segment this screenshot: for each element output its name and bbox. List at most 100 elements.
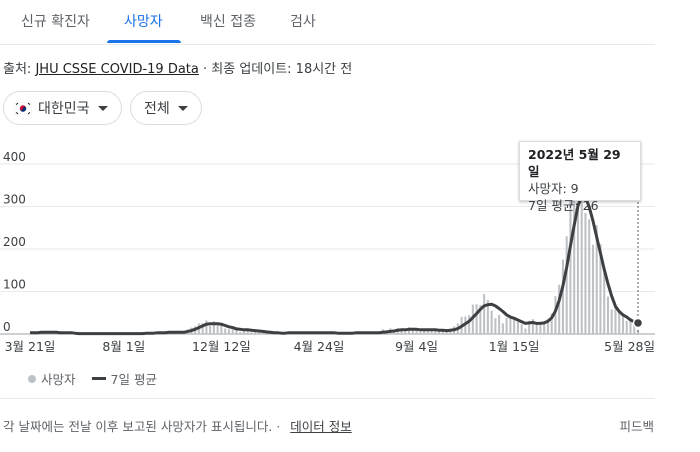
bar (584, 212, 587, 334)
bar (201, 323, 204, 334)
period-label: 전체 (144, 101, 170, 117)
tab-bar: 신규 확진자 사망자 백신 접종 검사 (0, 0, 655, 45)
footer-note: 각 날짜에는 전날 이후 보고된 사망자가 표시됩니다. · 데이터 정보 (3, 416, 352, 435)
region-filter[interactable]: 대한민국 (3, 91, 122, 125)
tab-testing[interactable]: 검사 (290, 14, 316, 30)
chart-tooltip: 2022년 5월 29일 사망자: 9 7일 평균: 26 (519, 141, 641, 213)
source-prefix: 출처: (3, 62, 32, 77)
data-info-link[interactable]: 데이터 정보 (290, 419, 352, 434)
legend-deaths: 사망자 (41, 372, 76, 387)
bar (513, 319, 516, 334)
bar (573, 177, 576, 334)
bar (576, 163, 579, 334)
bar (490, 310, 493, 334)
bar (205, 320, 208, 334)
bar (430, 329, 433, 334)
bar (599, 243, 602, 334)
chart-bars (28, 163, 640, 334)
legend-avg: 7일 평균 (110, 372, 157, 387)
bar (434, 328, 437, 334)
bar (224, 328, 227, 334)
x-tick-label: 1월 15일 (489, 339, 540, 354)
bar (257, 331, 260, 334)
bar (419, 331, 422, 334)
bar (580, 171, 583, 334)
bar (520, 324, 523, 334)
y-tick-label: 400 (3, 150, 26, 164)
tab-vaccinations[interactable]: 백신 접종 (200, 14, 256, 30)
bar (629, 317, 632, 334)
x-tick-label: 4월 24일 (294, 339, 345, 354)
bar (591, 244, 594, 334)
active-tab-indicator (107, 40, 181, 43)
bar (569, 200, 572, 334)
bar (618, 311, 621, 334)
avg-line (30, 195, 639, 336)
y-axis: 0 100 200 300 400 (3, 150, 26, 334)
bar (494, 318, 497, 334)
bar (415, 330, 418, 334)
bar (501, 323, 504, 334)
bar (558, 284, 561, 334)
tooltip-avg: 7일 평균: 26 (528, 198, 599, 213)
bar (426, 330, 429, 334)
avg-legend-line-icon (91, 377, 106, 380)
y-tick-label: 300 (3, 193, 26, 207)
bar (636, 330, 640, 334)
y-tick-label: 100 (3, 278, 26, 292)
bar (550, 313, 553, 334)
bar (445, 331, 448, 334)
bar (565, 236, 568, 334)
tab-new-cases[interactable]: 신규 확진자 (21, 14, 90, 30)
x-tick-label: 8월 1일 (102, 339, 145, 354)
bar (528, 320, 531, 334)
tab-deaths[interactable]: 사망자 (124, 14, 163, 30)
hover-point (632, 317, 644, 329)
dropdown-arrow-icon (97, 105, 108, 111)
dropdown-arrow-icon (177, 105, 188, 111)
bar (393, 331, 396, 334)
x-tick-label: 3월 21일 (5, 339, 56, 354)
bar (231, 329, 234, 334)
bar (216, 325, 219, 334)
bar (254, 331, 257, 334)
bar (531, 319, 534, 334)
bar (625, 320, 628, 334)
bar (516, 321, 519, 334)
deaths-legend-dot-icon (28, 374, 36, 383)
bar (509, 316, 512, 334)
divider (0, 398, 655, 399)
bar (209, 325, 212, 334)
bar (404, 331, 407, 334)
last-updated: · 최종 업데이트: 18시간 전 (203, 62, 353, 77)
y-tick-label: 200 (3, 235, 26, 249)
bar (441, 331, 444, 334)
bar (588, 219, 591, 334)
bar (227, 329, 230, 334)
region-label: 대한민국 (38, 101, 90, 117)
bar (535, 324, 538, 334)
bar (603, 269, 606, 334)
period-filter[interactable]: 전체 (130, 91, 202, 125)
feedback-link[interactable]: 피드백 (619, 419, 654, 434)
bar (239, 331, 242, 334)
bar (606, 296, 610, 334)
x-axis: 3월 21일 8월 1일 12월 12일 4월 24일 9월 4일 1월 15일 5월 28… (5, 339, 655, 354)
footer-text: 각 날짜에는 전날 이후 보고된 사망자가 표시됩니다. · (3, 419, 281, 434)
bar (621, 314, 625, 334)
bar (468, 315, 471, 334)
bar (505, 317, 508, 334)
x-tick-label: 5월 28일 (604, 339, 655, 354)
bar (235, 328, 238, 334)
bar (400, 328, 403, 334)
source-link[interactable]: JHU CSSE COVID-19 Data (35, 62, 199, 77)
chart-legend: 사망자 7일 평균 (28, 369, 157, 388)
bar (246, 328, 249, 334)
bar (483, 294, 486, 334)
source-line: 출처: JHU CSSE COVID-19 Data · 최종 업데이트: 18… (3, 58, 352, 77)
bar (220, 323, 223, 334)
korea-flag-icon (13, 101, 33, 115)
bar (486, 300, 489, 334)
bar (539, 325, 542, 334)
bar (475, 304, 478, 334)
